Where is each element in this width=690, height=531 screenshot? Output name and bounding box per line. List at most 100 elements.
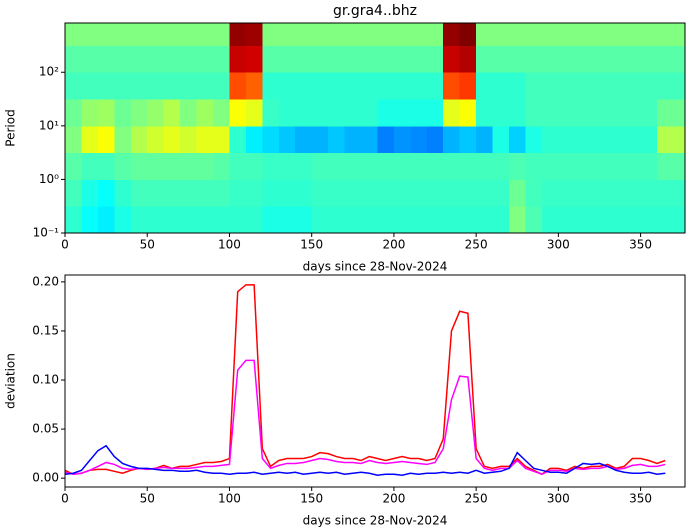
heatmap-cell: [328, 152, 346, 180]
heatmap-cell: [426, 45, 444, 73]
heatmap-cell: [361, 125, 378, 154]
heatmap-cell: [410, 72, 428, 100]
heatmap-cell: [97, 206, 115, 233]
heatmap-cell: [624, 72, 642, 100]
heatmap-cell: [361, 72, 378, 100]
chart-title: gr.gra4..bhz: [333, 3, 417, 19]
heatmap-cell: [180, 125, 198, 154]
heatmap-cell: [607, 72, 625, 100]
heatmap-cell: [509, 152, 526, 180]
plot-marks: [65, 23, 685, 233]
heatmap-cell: [640, 125, 658, 154]
heatmap-cell: [361, 206, 378, 233]
heatmap-cell: [295, 206, 313, 233]
heatmap-cell: [541, 99, 559, 127]
heatmap-cell: [311, 179, 329, 207]
heatmap-cell: [245, 152, 263, 180]
heatmap-cell: [81, 99, 99, 127]
heatmap-cell: [328, 125, 346, 154]
heatmap-cell: [657, 72, 685, 100]
heatmap-cell: [295, 99, 313, 127]
heatmap-cell: [525, 179, 543, 207]
heatmap-cell: [492, 125, 510, 154]
x-tick-label: 100: [218, 492, 241, 506]
heatmap-cell: [657, 152, 685, 180]
y-tick-label: 0.05: [32, 422, 59, 436]
heatmap-cell: [97, 45, 115, 73]
x-tick-label: 100: [218, 238, 241, 252]
heatmap-cell: [410, 179, 428, 207]
heatmap-cell: [558, 99, 576, 127]
heatmap-cell: [65, 206, 82, 233]
heatmap-cell: [180, 45, 198, 73]
heatmap-cell: [163, 152, 181, 180]
heatmap-cell: [311, 206, 329, 233]
heatmap-cell: [229, 206, 247, 233]
heatmap-cell: [426, 206, 444, 233]
heatmap-cell: [426, 23, 444, 46]
heatmap-cell: [558, 206, 576, 233]
heatmap-cell: [509, 45, 526, 73]
heatmap-cell: [278, 152, 296, 180]
heatmap-cell: [278, 72, 296, 100]
heatmap-cell: [492, 179, 510, 207]
heatmap-cell: [607, 152, 625, 180]
y-tick-label: 0.15: [32, 323, 59, 337]
heatmap-cell: [476, 125, 494, 154]
heatmap-cell: [591, 125, 609, 154]
heatmap-cell: [377, 206, 395, 233]
x-tick-label: 50: [140, 238, 155, 252]
heatmap-cell: [640, 23, 658, 46]
heatmap-cell: [278, 45, 296, 73]
heatmap-cell: [476, 72, 494, 100]
heatmap-cell: [558, 125, 576, 154]
heatmap-cell: [328, 179, 346, 207]
heatmap-cell: [558, 45, 576, 73]
series-line: [65, 444, 666, 476]
heatmap-cell: [147, 125, 165, 154]
heatmap-cell: [410, 99, 428, 127]
heatmap-cell: [443, 206, 461, 233]
heatmap-cell: [295, 72, 313, 100]
heatmap-cell: [130, 125, 148, 154]
heatmap-cell: [459, 125, 477, 154]
heatmap-cell: [229, 99, 247, 127]
heatmap-cell: [130, 152, 148, 180]
heatmap-cell: [492, 99, 510, 127]
heatmap-cell: [114, 99, 132, 127]
heatmap-cell: [393, 45, 411, 73]
heatmap-cell: [640, 179, 658, 207]
heatmap-cell: [311, 99, 329, 127]
heatmap-cell: [245, 72, 263, 100]
plot-area: 0 50 100 150 200 250 300 350 0.00 0.05 0.10 0.15 0.2…: [4, 274, 686, 528]
heatmap-cell: [114, 179, 132, 207]
heatmap-cell: [657, 206, 685, 233]
heatmap-cell: [344, 72, 362, 100]
heatmap-cell: [640, 206, 658, 233]
heatmap-cell: [361, 45, 378, 73]
heatmap-cell: [328, 99, 346, 127]
heatmap-cell: [574, 152, 592, 180]
heatmap-cell: [97, 72, 115, 100]
heatmap-cell: [196, 99, 214, 127]
heatmap-cell: [393, 99, 411, 127]
x-axis-label: days since 28-Nov-2024: [303, 514, 448, 528]
heatmap-cell: [65, 23, 82, 46]
heatmap-cell: [311, 152, 329, 180]
heatmap-cell: [459, 45, 477, 73]
heatmap-cell: [393, 23, 411, 46]
heatmap-cell: [147, 45, 165, 73]
x-tick-label: 0: [61, 238, 69, 252]
heatmap-cell: [377, 179, 395, 207]
heatmap-cell: [278, 99, 296, 127]
series-line: [65, 359, 666, 476]
heatmap-cell: [278, 206, 296, 233]
plot-marks: [65, 284, 666, 476]
x-tick-label: 200: [382, 238, 405, 252]
heatmap-cell: [393, 179, 411, 207]
heatmap-cell: [591, 72, 609, 100]
heatmap-cell: [624, 152, 642, 180]
heatmap-cell: [114, 45, 132, 73]
y-axis-label: deviation: [4, 353, 18, 409]
